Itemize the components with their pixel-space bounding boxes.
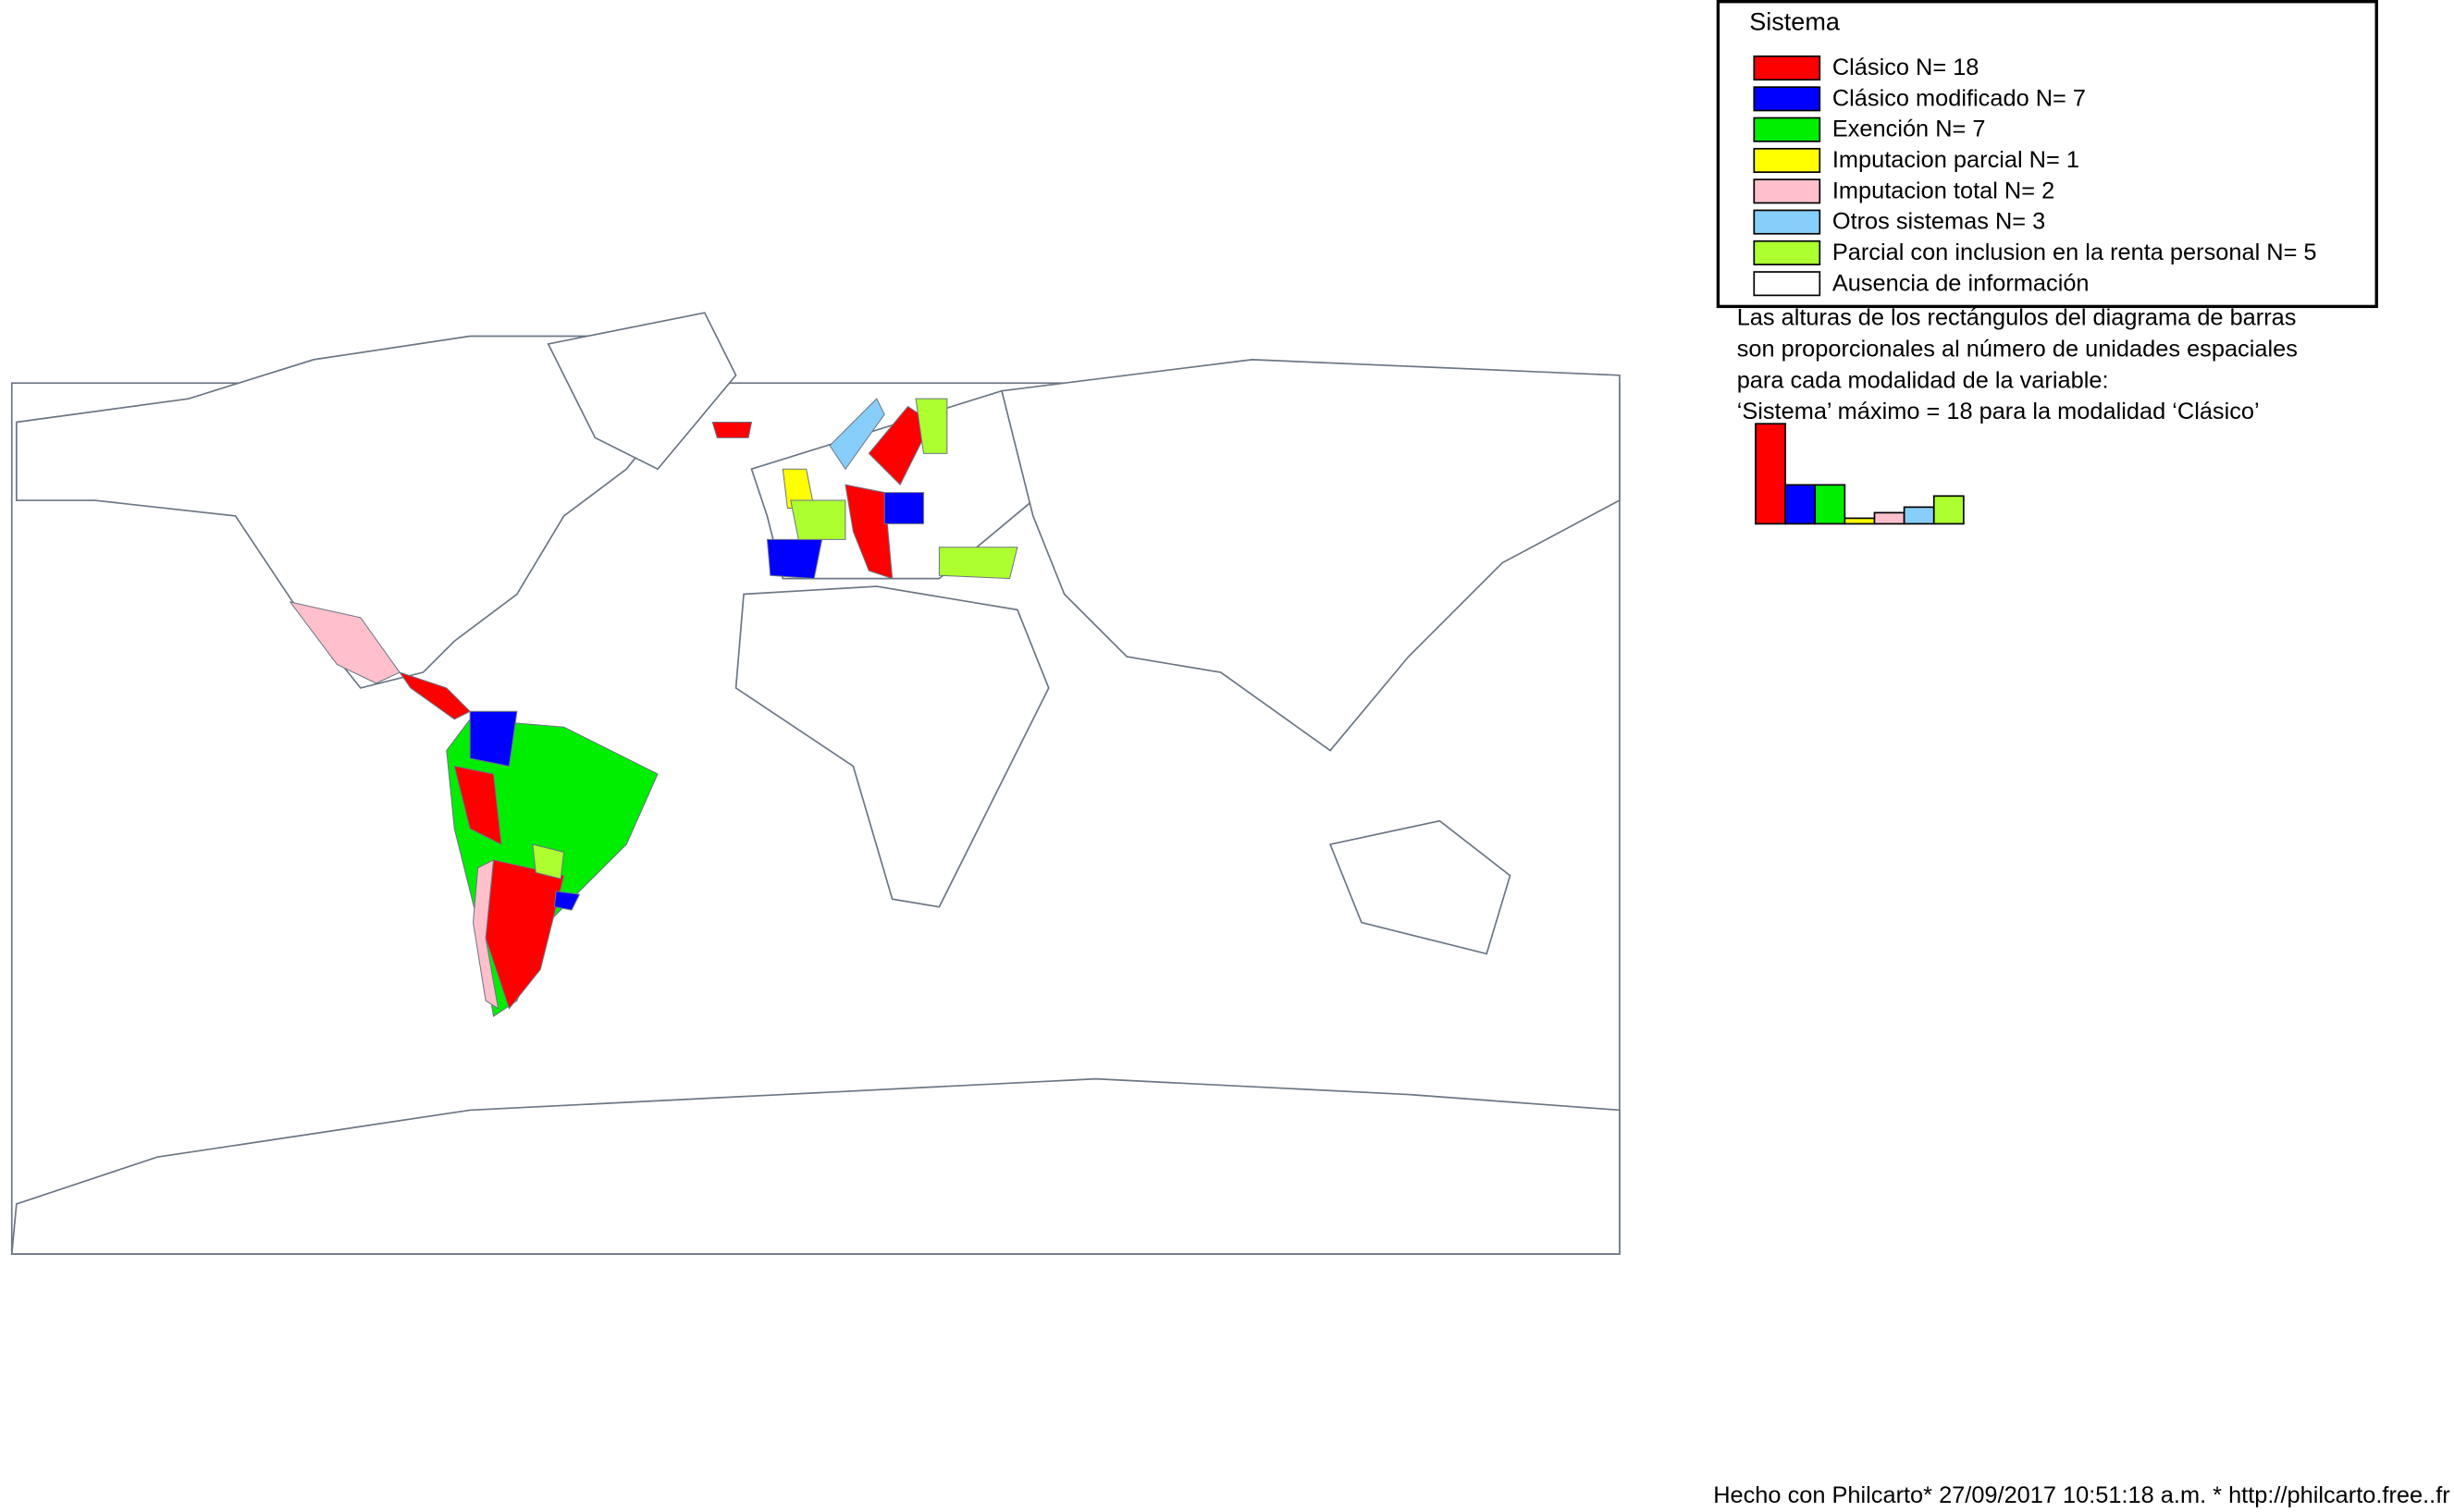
legend-label: Otros sistemas N= 3	[1832, 209, 2045, 235]
bar	[1903, 506, 1935, 525]
legend-label: Clásico modificado N= 7	[1832, 85, 2086, 111]
legend-swatch	[1753, 55, 1821, 81]
iceland	[711, 422, 753, 438]
legend-label: Imputacion parcial N= 1	[1832, 147, 2079, 173]
note-line: ‘Sistema’ máximo = 18 para la modalidad …	[1737, 399, 2260, 424]
legend-label: Imputacion total N= 2	[1832, 178, 2054, 203]
legend-swatch	[1753, 271, 1821, 297]
legend-swatch	[1753, 178, 1821, 204]
finland	[915, 398, 948, 454]
norway	[829, 398, 885, 471]
footer: Hecho con Philcarto* 27/09/2017 10:51:18…	[1713, 1482, 2450, 1508]
legend-box	[1716, 0, 2378, 309]
bar-diagram	[1755, 423, 1965, 525]
legend: Sistema Clásico N= 18 Clásico modificado …	[1716, 0, 2378, 309]
turkey	[938, 547, 1018, 580]
legend-label: Clásico N= 18	[1832, 55, 1979, 80]
world-map	[10, 312, 1621, 1255]
note-line: son proporcionales al número de unidades…	[1737, 336, 2298, 362]
australia	[1328, 819, 1511, 955]
asia	[1000, 359, 1621, 752]
central-america	[398, 671, 472, 720]
note-line: para cada modalidad de la variable:	[1737, 367, 2109, 393]
north-america	[15, 335, 691, 689]
legend-swatch	[1753, 240, 1821, 265]
bar	[1873, 511, 1905, 525]
legend-swatch	[1753, 209, 1821, 235]
bar	[1844, 517, 1876, 525]
colombia-venezuela	[469, 710, 518, 768]
legend-swatch	[1753, 117, 1821, 142]
legend-label: Parcial con inclusion en la renta person…	[1832, 240, 2317, 265]
bar	[1784, 484, 1817, 525]
peru	[453, 765, 502, 845]
africa	[734, 585, 1050, 908]
central-europe	[845, 484, 894, 580]
mexico	[289, 601, 401, 684]
bar	[1932, 495, 1965, 525]
bar	[1755, 423, 1786, 525]
legend-swatch	[1753, 86, 1821, 112]
legend-label: Ausencia de información	[1832, 270, 2090, 296]
paraguay	[532, 843, 565, 879]
greenland	[547, 312, 737, 471]
legend-title: Sistema	[1749, 8, 1841, 36]
legend-label: Exención N= 7	[1832, 117, 1986, 142]
bar	[1814, 484, 1846, 525]
chile	[473, 859, 499, 1010]
spain	[766, 538, 823, 580]
uruguay	[553, 891, 581, 911]
note-line: Las alturas de los rectángulos del diagr…	[1737, 305, 2297, 331]
legend-swatch	[1753, 147, 1821, 174]
poland	[883, 492, 924, 524]
antarctica	[10, 1077, 1621, 1255]
france	[790, 499, 846, 540]
